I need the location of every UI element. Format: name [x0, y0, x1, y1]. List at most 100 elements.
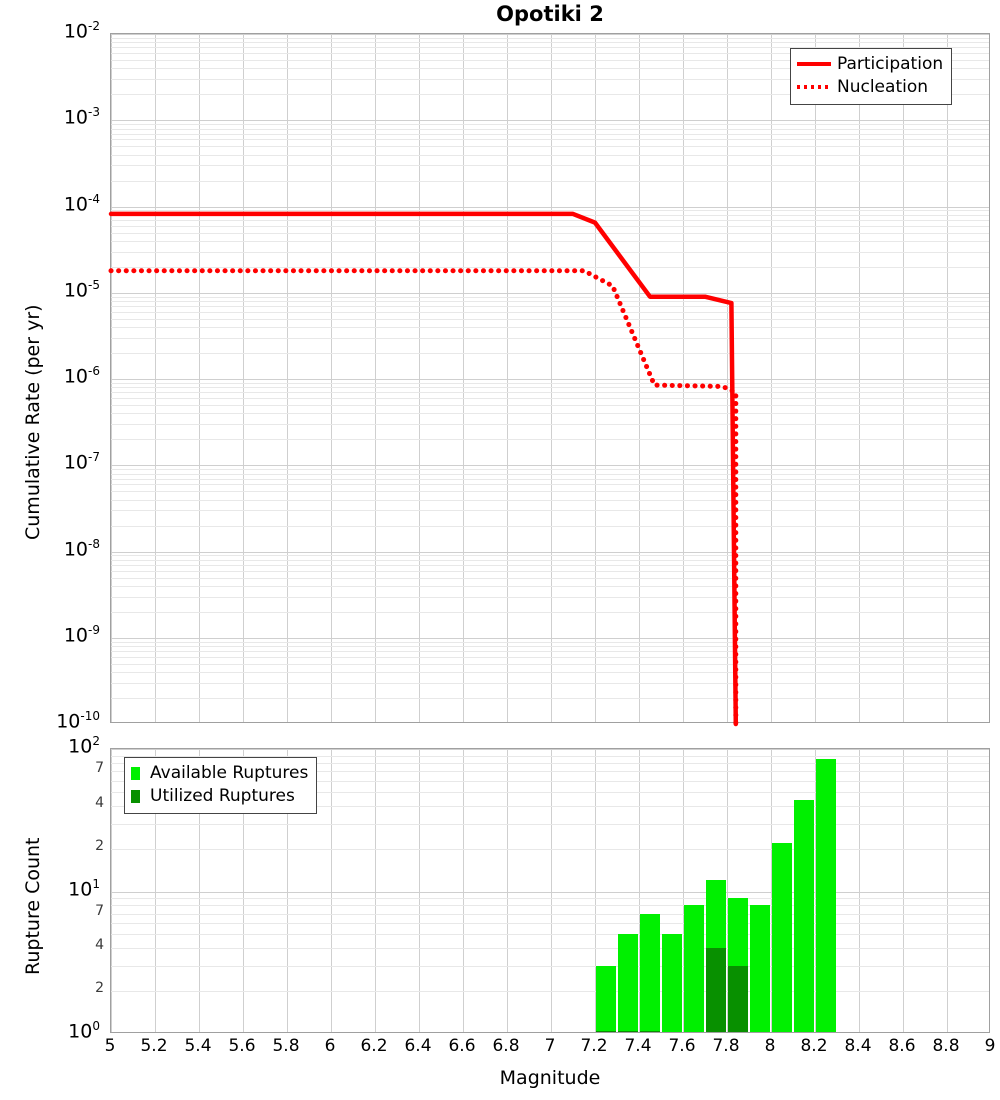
legend-item-available: Available Ruptures	[131, 762, 308, 785]
bar-utilized-segment	[705, 948, 727, 1032]
gridline-horizontal	[111, 337, 989, 339]
gridline-vertical	[595, 34, 596, 722]
x-tick-label: 8	[764, 1036, 776, 1056]
gridline-horizontal	[111, 596, 989, 598]
bar-utilized-segment	[595, 1031, 617, 1032]
gridline-horizontal	[111, 47, 989, 49]
rupture-bar	[749, 905, 771, 1032]
gridline-horizontal	[111, 672, 989, 674]
gridline-vertical	[331, 34, 332, 722]
gridline-horizontal	[111, 966, 989, 967]
legend-item-participation: Participation	[797, 53, 943, 76]
gridline-horizontal	[111, 637, 989, 639]
bar-available-segment	[749, 905, 771, 1032]
gridline-vertical	[419, 749, 420, 1032]
gridline-horizontal	[111, 225, 989, 227]
bar-available-segment	[639, 913, 661, 1032]
gridline-horizontal	[111, 42, 989, 44]
mfd-curves	[108, 211, 739, 727]
y-minor-tick-label: 7	[95, 760, 104, 777]
curve-participation	[108, 211, 739, 727]
available-swatch-icon	[131, 766, 143, 781]
gridline-horizontal	[111, 555, 989, 557]
gridline-horizontal	[111, 206, 989, 208]
gridline-horizontal	[111, 413, 989, 415]
bar-available-segment	[815, 759, 837, 1032]
x-tick-label: 7	[544, 1036, 556, 1056]
gridline-horizontal	[111, 611, 989, 613]
gridline-horizontal	[111, 698, 989, 699]
gridline-horizontal	[111, 154, 989, 156]
gridline-vertical	[463, 749, 464, 1032]
gridline-horizontal	[111, 37, 989, 39]
gridline-horizontal	[111, 656, 989, 658]
x-tick-label: 7.8	[712, 1036, 740, 1056]
y-tick-label: 10-5	[63, 277, 100, 302]
gridline-horizontal	[111, 848, 989, 850]
rupture-count-panel	[110, 748, 990, 1033]
gridline-vertical	[199, 749, 200, 1032]
y-tick-label: 10-4	[63, 191, 100, 215]
x-tick-label: 5.8	[272, 1036, 300, 1056]
rupture-bar	[793, 799, 815, 1032]
gridline-horizontal	[111, 34, 989, 35]
y-tick-label: 10-10	[56, 709, 100, 733]
gridline-horizontal	[111, 439, 989, 441]
gridline-horizontal	[111, 491, 989, 493]
gridline-vertical	[947, 34, 948, 722]
gridline-horizontal	[111, 663, 989, 665]
gridline-horizontal	[111, 780, 989, 782]
gridline-horizontal	[111, 398, 989, 400]
y-tick-label: 10-8	[63, 536, 100, 560]
gridline-horizontal	[111, 60, 989, 61]
gridline-horizontal	[111, 120, 989, 122]
gridline-horizontal	[111, 465, 989, 467]
gridline-horizontal	[111, 232, 989, 234]
gridline-horizontal	[111, 991, 989, 993]
gridline-horizontal	[111, 641, 989, 643]
rupture-bar	[815, 759, 837, 1032]
top-y-axis-label: Cumulative Rate (per yr)	[22, 304, 44, 540]
y-tick-label: 10-3	[63, 105, 100, 129]
gridline-horizontal	[111, 94, 989, 96]
gridline-vertical	[903, 749, 904, 1032]
gridline-horizontal	[111, 424, 989, 426]
gridline-horizontal	[111, 682, 989, 684]
top-gridlines	[111, 34, 989, 722]
gridline-horizontal	[111, 240, 989, 242]
rupture-bars	[111, 749, 989, 1032]
rupture-bar	[771, 842, 793, 1032]
gridline-horizontal	[111, 948, 989, 950]
gridline-horizontal	[111, 905, 989, 907]
gridline-horizontal	[111, 219, 989, 221]
gridline-horizontal	[111, 379, 989, 380]
gridline-horizontal	[111, 473, 989, 475]
y-minor-tick-label: 7	[95, 902, 104, 919]
gridline-horizontal	[111, 266, 989, 268]
y-minor-tick-label: 2	[95, 980, 104, 997]
gridline-vertical	[551, 749, 552, 1032]
rupture-bar	[661, 934, 683, 1032]
gridline-horizontal	[111, 392, 989, 394]
mfd-plot-panel	[108, 33, 990, 727]
y-minor-tick-label: 4	[95, 794, 104, 811]
gridline-horizontal	[111, 68, 989, 70]
gridline-vertical	[155, 34, 156, 722]
gridline-horizontal	[111, 311, 989, 313]
y-tick-label: 10-9	[63, 622, 100, 647]
gridline-vertical	[683, 749, 684, 1032]
gridline-horizontal	[111, 564, 989, 566]
y-minor-tick-label: 2	[95, 837, 104, 854]
solid-line-icon	[797, 56, 831, 72]
gridline-horizontal	[111, 180, 989, 182]
gridline-horizontal	[111, 749, 989, 750]
gridline-horizontal	[111, 791, 989, 793]
gridline-horizontal	[111, 405, 989, 406]
gridline-horizontal	[111, 510, 989, 512]
bar-available-segment	[793, 799, 815, 1032]
gridline-horizontal	[111, 577, 989, 579]
y-tick-label: 10-6	[63, 364, 100, 388]
gridline-horizontal	[111, 301, 989, 303]
gridline-horizontal	[111, 146, 989, 148]
